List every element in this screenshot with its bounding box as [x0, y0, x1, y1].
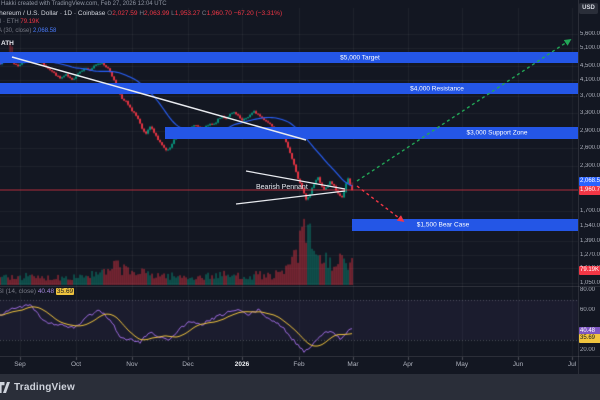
price-tick: 2,300.00 [580, 162, 600, 169]
time-tick: Dec [182, 361, 194, 368]
price-tick: 80.00 [580, 286, 596, 293]
price-tick: 1,540.00 [580, 222, 600, 229]
price-zone-label: $1,500 Bear Case [416, 221, 470, 229]
price-tick: 2,600.00 [580, 144, 600, 151]
last-price-badge: 1,960.70 [579, 185, 600, 195]
footer-bar: TradingView [0, 374, 600, 400]
attribution-text: Hakki created with TradingView.com, Feb … [1, 1, 167, 7]
price-tick: 4,500.00 [580, 62, 600, 69]
time-tick: Oct [70, 361, 82, 368]
pane-separator-rsi-time[interactable] [0, 356, 600, 357]
time-tick: Nov [126, 361, 138, 368]
tradingview-logo[interactable]: TradingView [0, 381, 75, 393]
time-tick: May [455, 361, 469, 368]
price-zone: $5,000 Target [0, 52, 578, 63]
time-tick: 2026 [234, 361, 250, 368]
time-axis[interactable]: Sep Oct Nov Dec 2026 Feb Mar Apr May Jun Jul [0, 357, 578, 374]
price-zone: $4,000 Resistance [0, 83, 578, 94]
currency-usd-button[interactable]: USD [579, 3, 598, 14]
ma-value-badge: 2,068.58 [579, 176, 600, 186]
time-tick: Jul [567, 361, 577, 368]
time-tick: Apr [402, 361, 414, 368]
price-tick: 1,050.00 [580, 279, 600, 286]
price-axis[interactable]: USD 5,600.00 5,100.00 4,500.00 4,100.00 3,70… [579, 0, 600, 374]
time-tick: Feb [293, 361, 305, 368]
price-zone-label: $5,000 Target [340, 54, 380, 61]
volume-badge: 79.19K [579, 265, 600, 275]
price-tick: 1,270.00 [580, 251, 600, 258]
price-tick: 60.00 [580, 306, 596, 313]
time-tick: Jun [512, 361, 524, 368]
price-tick: 3,700.00 [580, 92, 600, 99]
time-tick: Mar [347, 361, 359, 368]
price-tick: 5,600.00 [580, 30, 600, 37]
price-tick: 20.00 [580, 346, 596, 353]
tradingview-logo-icon [0, 381, 10, 393]
axis-separator [578, 0, 579, 374]
price-tick: 2,900.00 [580, 127, 600, 134]
price-zone: $3,000 Support Zone [165, 127, 578, 139]
rsi-badge: 40.48 [579, 326, 600, 336]
price-zone-label: $4,000 Resistance [410, 85, 464, 92]
price-tick: 4,100.00 [580, 76, 600, 83]
tradingview-logo-text: TradingView [14, 381, 75, 393]
price-tick: 1,390.00 [580, 237, 600, 244]
price-tick: 1,700.00 [580, 207, 600, 214]
price-zone-label: $3,000 Support Zone [466, 129, 528, 137]
price-tick: 5,100.00 [580, 44, 600, 51]
pane-separator-price-rsi[interactable] [0, 286, 600, 287]
price-tick: 3,300.00 [580, 109, 600, 116]
time-tick: Sep [14, 361, 26, 368]
rsi-ma-badge: 35.69 [579, 333, 600, 343]
price-zone: $1,500 Bear Case [352, 219, 578, 231]
